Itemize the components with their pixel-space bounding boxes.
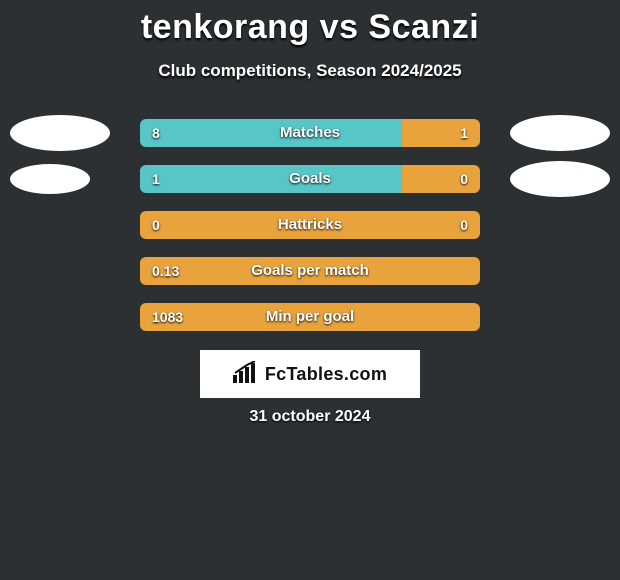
stat-bar-right-segment bbox=[140, 303, 480, 331]
logo-chart-icon bbox=[233, 361, 259, 388]
page-title: tenkorang vs Scanzi bbox=[0, 0, 620, 47]
stat-bar-right-segment bbox=[402, 165, 480, 193]
infographic-date: 31 october 2024 bbox=[0, 408, 620, 426]
stat-bar-right-segment bbox=[140, 211, 480, 239]
stat-bar-left-segment bbox=[140, 119, 402, 147]
page-subtitle: Club competitions, Season 2024/2025 bbox=[0, 61, 620, 81]
site-logo: FcTables.com bbox=[200, 350, 420, 398]
stat-bar: Goals10 bbox=[140, 165, 480, 193]
stat-row: Min per goal1083 bbox=[0, 294, 620, 340]
stat-row: Hattricks00 bbox=[0, 202, 620, 248]
stat-row: Goals per match0.13 bbox=[0, 248, 620, 294]
stat-bar-right-segment bbox=[402, 119, 480, 147]
player-avatar-left bbox=[10, 115, 110, 151]
player-avatar-right bbox=[510, 161, 610, 197]
comparison-infographic: tenkorang vs Scanzi Club competitions, S… bbox=[0, 0, 620, 580]
player-avatar-right bbox=[510, 115, 610, 151]
stat-bar: Hattricks00 bbox=[140, 211, 480, 239]
stat-rows: Matches81 Goals10 Hattricks00 Goals per mat… bbox=[0, 110, 620, 340]
stat-bar: Matches81 bbox=[140, 119, 480, 147]
site-logo-text: FcTables.com bbox=[265, 364, 387, 385]
stat-bar: Min per goal1083 bbox=[140, 303, 480, 331]
stat-bar-right-segment bbox=[140, 257, 480, 285]
player-avatar-left bbox=[10, 164, 90, 194]
stat-row: Goals10 bbox=[0, 156, 620, 202]
stat-row: Matches81 bbox=[0, 110, 620, 156]
stat-bar: Goals per match0.13 bbox=[140, 257, 480, 285]
stat-bar-left-segment bbox=[140, 165, 402, 193]
